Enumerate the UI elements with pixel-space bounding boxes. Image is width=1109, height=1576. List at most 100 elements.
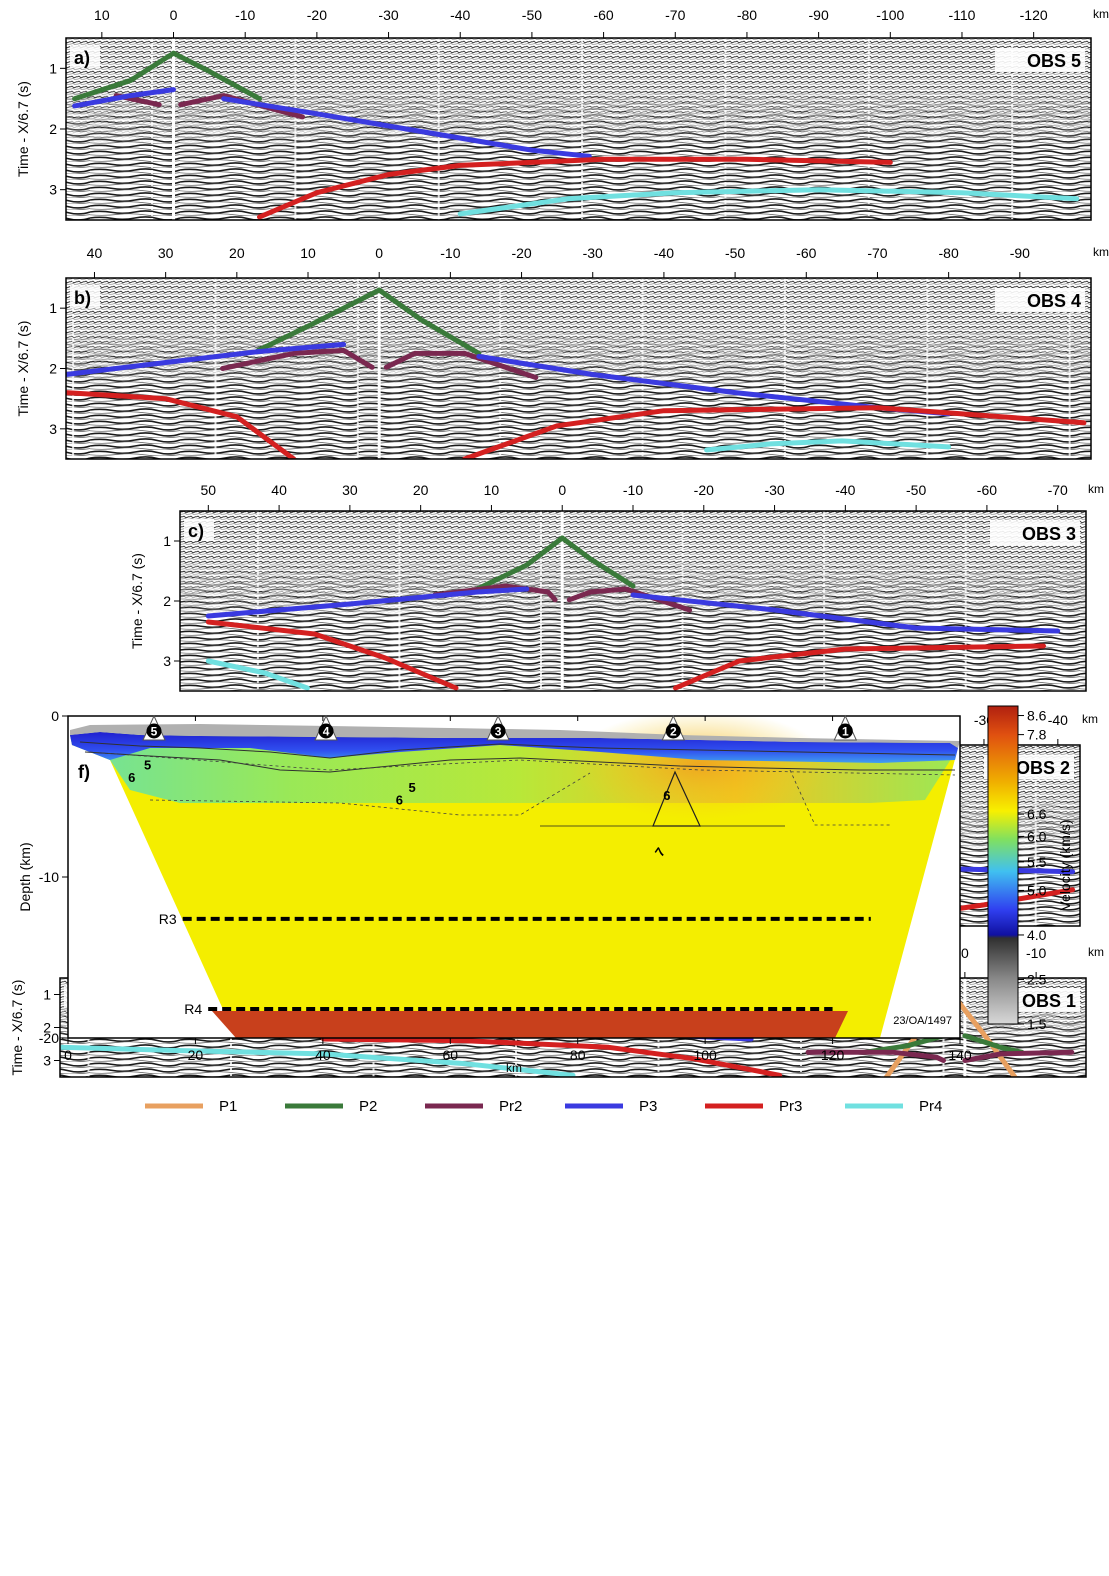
phase-pr2-curve [805, 1049, 946, 1063]
colorbar-tick-label: 8.6 [1027, 708, 1047, 724]
x-tick-label: -60 [796, 245, 816, 261]
y-tick-label: 2 [163, 593, 171, 609]
station-label: OBS 4 [1027, 291, 1081, 311]
phase-p3-curve [221, 96, 592, 159]
record-section-1: 10 0 -10 -20 -30 -40 -50 -60 -70 -80 -90 -100 -110 -1… [15, 7, 1109, 221]
obs-station-number: 3 [495, 725, 502, 739]
x-tick-label: -100 [876, 7, 904, 23]
x-tick-label: -50 [725, 245, 745, 261]
x-unit-label: km [1088, 482, 1104, 496]
station-label-bg [995, 48, 1085, 72]
phase-pr4-curve [704, 438, 952, 453]
x-tick-label: -10 [235, 7, 255, 23]
x-tick-label: 0 [558, 482, 566, 498]
x-tick-label: -40 [450, 7, 470, 23]
x-unit-label: km [1093, 245, 1109, 259]
station-label-bg [995, 288, 1085, 312]
x-tick-label: -10 [623, 482, 643, 498]
model-stamp: 23/OA/1497 [893, 1015, 952, 1027]
x-tick-label: 10 [484, 482, 500, 498]
phase-pr4-curve [60, 1044, 576, 1077]
x-tick-label: -10 [440, 245, 460, 261]
x-tick-label: -20 [307, 7, 327, 23]
velocity-colorbar: 8.6 7.8 6.6 6.0 5.5 5.0 4.0 2.5 1.5 Velocity (km… [987, 705, 1073, 1032]
x-tick-label: 40 [271, 482, 287, 498]
velocity-contour-label: 6 [396, 793, 403, 808]
x-tick-label: -40 [835, 482, 855, 498]
obs-station-badge [665, 723, 681, 739]
phase-pr3-curve [321, 1036, 783, 1077]
reflector-label: R3 [159, 911, 177, 927]
x-tick-label: -70 [1048, 482, 1068, 498]
model-panel-letter: f) [78, 762, 90, 782]
phase-p2-curve [171, 50, 262, 102]
colorbar-tick-label: 6.6 [1027, 806, 1047, 822]
colorbar-title: Velocity (km/s) [1057, 819, 1073, 910]
x-unit-label: km [1088, 945, 1104, 959]
y-tick-label: 1 [49, 300, 57, 316]
x-tick-label: 0 [961, 945, 969, 961]
phase-pr3-curve [462, 405, 1087, 459]
y-axis-title: Time - X/6.7 (s) [129, 553, 145, 649]
legend-label-p1: P1 [219, 1098, 237, 1115]
panel-letter: b) [74, 288, 91, 308]
colorbar-tick-label: 7.8 [1027, 727, 1047, 743]
obs-station-number: 5 [151, 725, 158, 739]
phase-pr2-curve [962, 1049, 1075, 1063]
phase-pr2-curve [383, 350, 539, 380]
colorbar-tick-label: 2.5 [1027, 971, 1047, 987]
model-x-axis-title: km [506, 1061, 522, 1075]
x-unit-label: km [1082, 712, 1098, 726]
noise-texture [66, 38, 1091, 175]
record-section-2: 40 30 20 10 0 -10 -20 -30 -40 -50 -60 -70 -80 -90 km 1 2… [15, 245, 1109, 460]
obs-station-badge [490, 723, 506, 739]
legend-label-p2: P2 [359, 1098, 377, 1115]
phase-pr2-curve [178, 93, 305, 120]
x-tick-label: 30 [342, 482, 358, 498]
y-tick-label: 3 [49, 421, 57, 437]
noise-texture [66, 278, 1091, 414]
phase-p3-curve [72, 87, 176, 109]
x-unit-label: km [1093, 7, 1109, 21]
phase-pr3-curve [205, 619, 459, 691]
velocity-contour-label: 6 [128, 770, 135, 785]
y-axis-title: Time - X/6.7 (s) [15, 321, 31, 417]
model-x-tick-label: 80 [570, 1047, 586, 1063]
colorbar-tick-label: 4.0 [1027, 927, 1047, 943]
model-y-tick-label: -10 [39, 869, 59, 885]
legend-label-p3: P3 [639, 1098, 657, 1115]
colorbar-tick-label: 5.5 [1027, 854, 1047, 870]
colorbar-tick-label: 6.0 [1027, 828, 1047, 844]
obs-station-badge [318, 723, 334, 739]
obs-station-badge [146, 723, 162, 739]
model-x-tick-label: 140 [948, 1047, 972, 1063]
x-tick-label: -70 [665, 7, 685, 23]
model-x-tick-label: 120 [821, 1047, 845, 1063]
phase-pr3-curve [673, 643, 1046, 691]
phase-p3-curve [630, 592, 1061, 634]
model-y-tick-label: 0 [51, 708, 59, 724]
x-tick-label: 10 [94, 7, 110, 23]
x-tick-label: -90 [1010, 245, 1030, 261]
velocity-contour-label: 5 [408, 780, 415, 795]
panel-letter: a) [74, 48, 90, 68]
x-tick-label: -40 [654, 245, 674, 261]
station-label-bg [990, 521, 1080, 545]
phase-p2-curve [559, 535, 636, 589]
phase-pr3-curve [66, 390, 297, 459]
phase-p3-curve [66, 341, 347, 377]
y-axis-title: Time - X/6.7 (s) [9, 980, 25, 1076]
x-tick-label: -90 [809, 7, 829, 23]
station-label: OBS 2 [1016, 758, 1070, 778]
x-tick-label: -30 [764, 482, 784, 498]
y-tick-label: 2 [43, 1020, 51, 1036]
x-tick-label: 30 [158, 245, 174, 261]
record-section-3: 50 40 30 20 10 0 -10 -20 -30 -40 -50 -60 -70 km 1 2 3 Tim… [129, 482, 1104, 692]
x-tick-label: -30 [583, 245, 603, 261]
phase-pr4-curve [457, 187, 1080, 217]
noise-texture [180, 511, 1086, 646]
phase-p2-curve [376, 287, 482, 356]
